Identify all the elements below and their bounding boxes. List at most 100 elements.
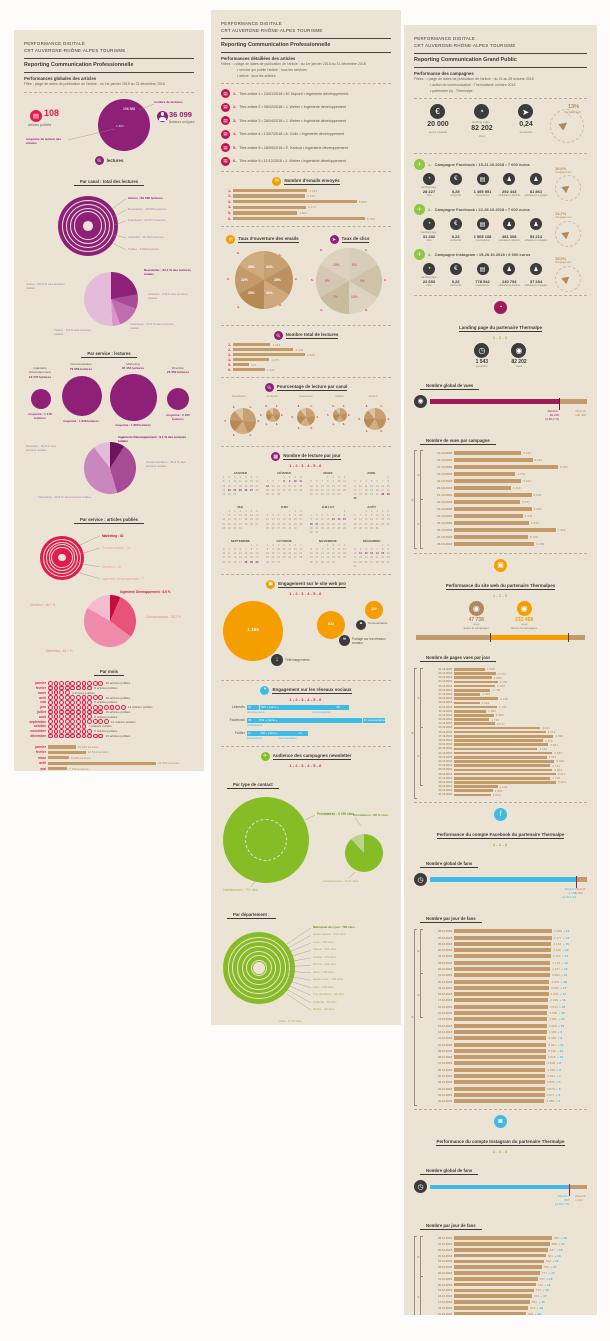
calendar-day: 10 xyxy=(238,514,242,518)
campaign-metric: ♟ 37 284 utilisateurs engagés xyxy=(523,263,549,287)
bar-value: 5 024 xyxy=(558,780,566,785)
bar-track xyxy=(454,1055,552,1060)
bar-label: 01.10.2018 xyxy=(438,667,452,671)
calendar-day: 4 xyxy=(228,548,231,552)
icon: ↓ xyxy=(271,653,283,666)
bar-row: 24.10.2018 813 + 19 xyxy=(426,1259,587,1265)
pictogram-row: avril 10 articles publiés xyxy=(24,695,194,700)
fb-fans-per-day-title: Nombre par jour de fans xyxy=(420,916,482,924)
calendar-day: 14 xyxy=(359,518,362,522)
calendar-day: 19 xyxy=(266,488,269,492)
open-rate-title: Taux d'ouverture des emails xyxy=(238,236,299,244)
bar-label: 14.10.2018 xyxy=(438,1017,452,1022)
bar-row: 20.10.2018 4 079 + 19 xyxy=(426,978,587,984)
service-bubbles-chart: Ingénierie Développement 19 747 lectures m… xyxy=(24,362,194,433)
figure-label: Newsletter : 38 584 lectures xyxy=(128,206,167,211)
calendar-day: 9 xyxy=(387,548,389,552)
bar-value: 4 079 xyxy=(551,979,560,984)
metric-value: 47 738 xyxy=(468,617,484,624)
mini-pie-label: Facebook xyxy=(299,394,313,399)
bar-label: 11.10.2018 xyxy=(438,709,452,713)
bar-label: 24.10.2018 xyxy=(436,514,452,519)
div: Nombre global de vues xyxy=(414,374,587,392)
bar-label: 15.10.2018 xyxy=(438,1011,452,1016)
bar xyxy=(454,714,494,717)
bar-track xyxy=(454,1074,552,1079)
calendar-day: 2 xyxy=(310,514,312,518)
figure-label: 82 202 xyxy=(471,125,493,133)
bar-row: 18.10.2018 4 376 xyxy=(426,738,587,743)
bar-value: 1 858 xyxy=(493,675,502,680)
article-dot xyxy=(53,709,59,715)
pictogram-row: décembre 10 articles publiés xyxy=(24,733,194,739)
bar-value: 1 583 xyxy=(488,709,496,714)
calendar-day: 30 xyxy=(227,492,231,496)
bar xyxy=(454,776,551,780)
bar-annotation: + 13 xyxy=(562,935,570,940)
slice-number: 6- xyxy=(332,404,335,408)
bar-track xyxy=(454,535,558,540)
bar-row: 19.10.2018 4 060 + 17 xyxy=(426,985,587,991)
bar xyxy=(454,1092,545,1097)
figure-label: Haute-Savoie : 620 clics xyxy=(313,932,346,937)
calendar-day: 2 xyxy=(256,544,258,547)
campaign-metric: ♟ 240 794 utilisateurs atteints xyxy=(496,263,522,287)
bar-value: 4 123 xyxy=(552,960,561,965)
figure-label: moyenne de lecture des articles xyxy=(26,136,62,145)
bar-track xyxy=(454,772,556,776)
figure-label: Haute-Loire : 195 clics xyxy=(313,977,343,982)
metric-icon: ▤ xyxy=(476,218,489,231)
calendar-day: 13 xyxy=(238,552,242,556)
pictogram-value: 11 articles publiés xyxy=(111,719,136,724)
calendar-day: 4 xyxy=(343,476,346,480)
calendar-day: 26 xyxy=(288,556,292,560)
div: Par service : articles publiés xyxy=(24,508,194,526)
progress-goal-line: 1 000 xyxy=(575,1198,583,1203)
bar xyxy=(454,1248,548,1252)
bar-row: 4- 3 173 xyxy=(221,205,391,211)
calendar-day: 19 xyxy=(326,522,330,526)
calendar-day: 26 xyxy=(271,526,275,530)
calendar-day: 21 xyxy=(320,488,324,492)
pictogram-value: 8 articles publiés xyxy=(94,686,118,690)
calendar-day: 9 xyxy=(256,548,258,552)
metric-caption: vues xyxy=(515,364,523,369)
bar-row: 28.10.2018 6 258 xyxy=(426,541,587,548)
calendar-day: 2 xyxy=(228,476,231,480)
canal-mini-pies: Newsletter 1- 2- 3- 4- 5- 6- LinkedIn 1- 2- 3- 4- 5-… xyxy=(223,394,390,441)
bar-track xyxy=(454,1294,552,1299)
progress-marker xyxy=(559,398,560,411)
calendar-day: 17 xyxy=(337,552,341,556)
filters-note: • service qui publie l'article : tous le… xyxy=(237,67,307,72)
article-dot xyxy=(48,728,53,734)
bar xyxy=(454,521,530,526)
calendar-day: 23 xyxy=(271,556,275,560)
calendar-day: 25 xyxy=(381,522,385,526)
bar-value: 4 512 xyxy=(547,730,556,735)
panel-reporting-grand-public: PERFORMANCE DIGITALE CRT AUVERGNE-RHÔNE-… xyxy=(404,25,597,1315)
calendar-day: 25 xyxy=(244,522,248,526)
figure-label: 2- xyxy=(295,277,298,282)
figure-label: Institutionnels : 12 % clics xyxy=(323,878,359,883)
bar xyxy=(454,528,556,533)
bar-row: 21.10.2018 4 834 xyxy=(426,751,587,755)
monthly-lectures-bar-chart: janvier 10 612 lectures février 14 514 lect… xyxy=(24,744,194,771)
calendar-day: 9 xyxy=(332,548,335,552)
bar-row: 22.10.2018 4 107 + 13 xyxy=(426,966,587,972)
bar-track xyxy=(454,465,558,470)
bar-value: 5 843 xyxy=(531,521,539,526)
bar-track xyxy=(454,1300,552,1304)
calendar-days: 1 2 3 4 5 6 7 8 9 10 11 12 13 14 15 16 17 18 19 20 21 22 23 24 2… xyxy=(265,510,304,531)
calendar-day: 23 xyxy=(288,488,292,492)
slice-number: 3- xyxy=(275,422,279,426)
calendar-day: 6 xyxy=(250,476,253,480)
figure-label: Drôme : 240 clics xyxy=(313,962,337,967)
bar-label: 23.10.2018 xyxy=(436,507,452,512)
bar-value: 4 107 xyxy=(552,966,560,971)
metric-icon: ♟ xyxy=(530,173,542,186)
calendar-day: 24 xyxy=(375,522,379,526)
bar-row: 26.10.2018 5 012 xyxy=(426,772,587,776)
timeline-segment xyxy=(490,635,569,641)
calendar-day: 27 xyxy=(271,492,275,496)
calendar-day: 30 xyxy=(331,560,335,564)
